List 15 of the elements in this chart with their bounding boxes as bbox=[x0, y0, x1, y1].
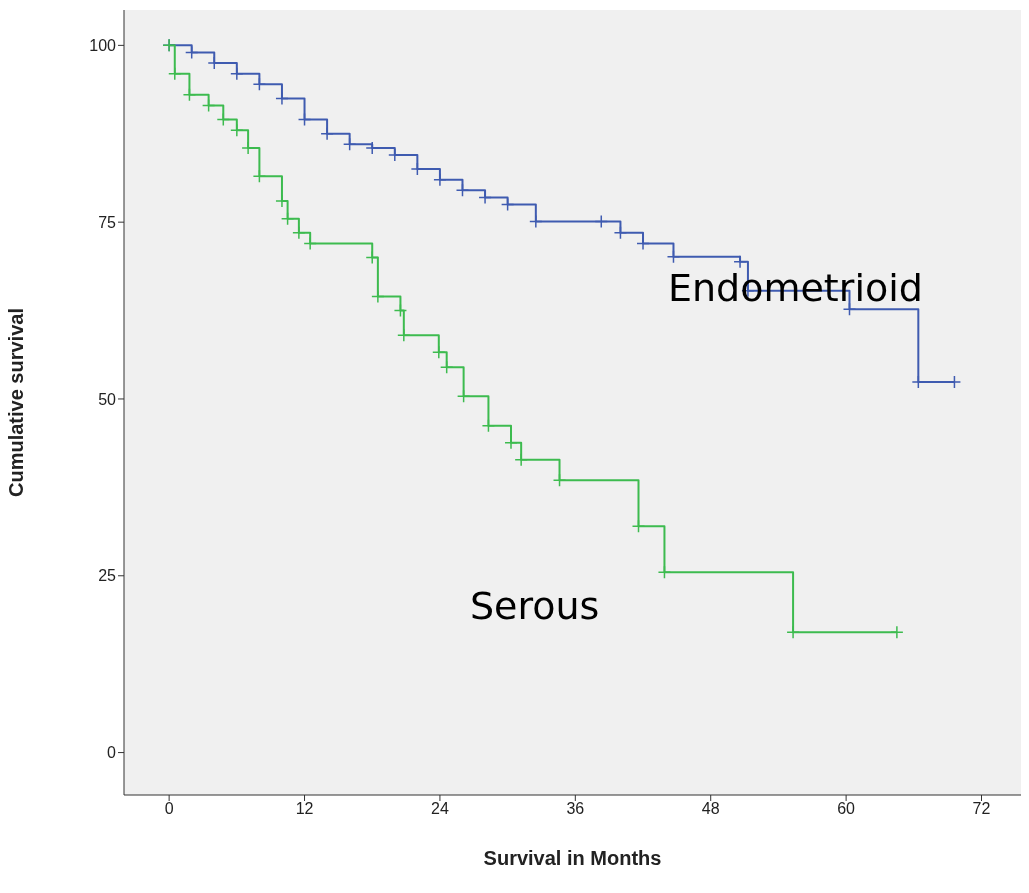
x-tick-label: 0 bbox=[164, 800, 174, 818]
y-axis-title: Cumulative survival bbox=[5, 308, 28, 497]
y-tick-label: 75 bbox=[98, 213, 117, 231]
y-tick-label: 50 bbox=[98, 390, 117, 408]
x-tick-label: 48 bbox=[701, 800, 720, 818]
x-tick-label: 72 bbox=[972, 800, 991, 818]
x-axis-title: Survival in Months bbox=[483, 847, 662, 869]
y-tick-label: 100 bbox=[89, 37, 117, 55]
x-tick-label: 60 bbox=[837, 800, 856, 818]
x-tick-label: 36 bbox=[566, 800, 585, 818]
x-tick-label: 24 bbox=[431, 800, 449, 818]
series-label: Serous bbox=[470, 584, 600, 628]
y-tick-label: 0 bbox=[107, 744, 117, 762]
x-tick-label: 12 bbox=[295, 800, 314, 818]
y-tick-label: 25 bbox=[98, 567, 117, 585]
